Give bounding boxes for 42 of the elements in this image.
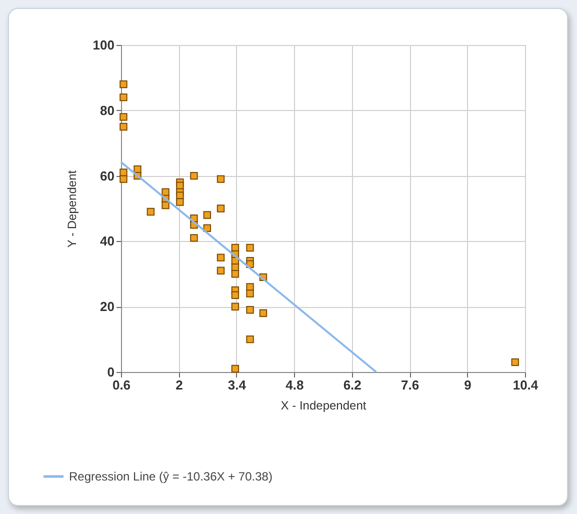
y-tick-label: 60 — [100, 168, 114, 184]
x-tick-label: 7.6 — [401, 378, 420, 392]
point — [190, 172, 198, 180]
point — [216, 254, 225, 262]
point — [231, 291, 240, 300]
point — [216, 204, 225, 212]
x-tick-label: 0.6 — [112, 378, 131, 392]
point — [231, 364, 240, 373]
point — [216, 266, 225, 274]
point — [246, 290, 254, 298]
y-tick-label: 0 — [107, 364, 114, 380]
point — [176, 198, 184, 206]
y-axis-title: Y - Dependent — [64, 170, 79, 248]
point — [120, 122, 128, 131]
point — [231, 270, 240, 278]
point — [246, 335, 254, 344]
y-tick-label: 80 — [100, 102, 114, 118]
point — [190, 234, 198, 242]
x-tick-label: 9 — [464, 378, 472, 392]
y-tick-label: 40 — [100, 234, 114, 249]
point — [259, 309, 268, 317]
y-tick-label: 20 — [100, 299, 114, 314]
point — [146, 208, 155, 216]
x-tick-label: 2 — [176, 378, 183, 392]
point — [162, 201, 170, 210]
point — [120, 175, 128, 183]
y-tick-label: 100 — [92, 38, 114, 52]
point — [511, 358, 519, 366]
x-tick-label: 6.2 — [343, 378, 362, 392]
point — [246, 306, 254, 314]
point — [203, 211, 212, 219]
point — [246, 244, 254, 252]
point — [120, 113, 128, 121]
x-axis-title: X - Independent — [280, 398, 367, 412]
point — [216, 175, 225, 183]
legend-label: Regression Line (ŷ = -10.36X + 70.38) — [69, 470, 272, 484]
point — [120, 93, 128, 102]
x-tick-label: 4.8 — [286, 378, 304, 392]
x-tick-label: 3.4 — [228, 378, 247, 392]
point — [120, 80, 128, 88]
x-tick-label: 10.4 — [512, 378, 539, 392]
point — [231, 302, 240, 310]
